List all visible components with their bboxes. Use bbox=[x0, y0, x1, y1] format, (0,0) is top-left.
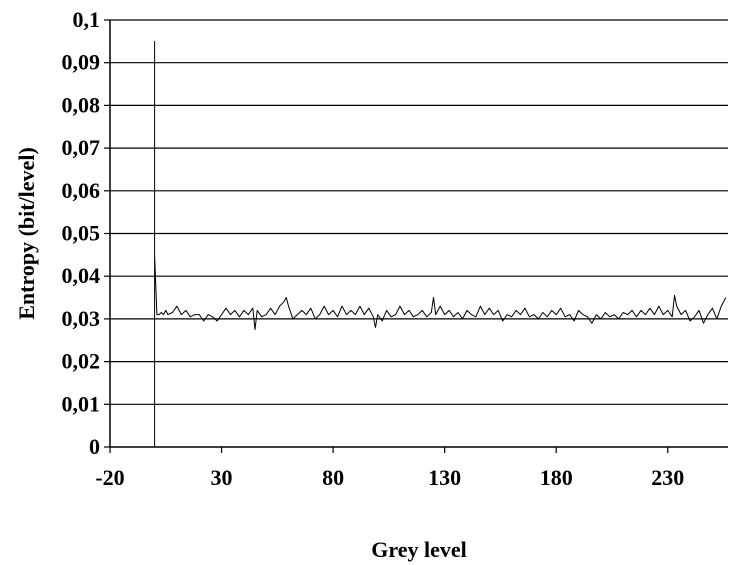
y-tick-labels: 0 0,01 0,02 0,03 0,04 0,05 0,06 0,07 0,08 0,09 0,1 bbox=[62, 7, 110, 459]
y-axis-title: Entropy (bit/level) bbox=[14, 147, 39, 320]
y-tick-label-1: 0,01 bbox=[62, 391, 101, 416]
y-tick-label-8: 0,08 bbox=[62, 92, 101, 117]
entropy-series-line-0 bbox=[154, 40, 727, 447]
x-tick-label-2: 80 bbox=[322, 465, 344, 490]
gridlines bbox=[110, 19, 728, 405]
y-tick-label-6: 0,06 bbox=[62, 178, 101, 203]
y-tick-label-5: 0,05 bbox=[62, 221, 101, 246]
x-tick-label-4: 180 bbox=[540, 465, 573, 490]
y-tick-label-0: 0 bbox=[89, 434, 100, 459]
x-tick-label-0: -20 bbox=[95, 465, 124, 490]
y-tick-label-10: 0,1 bbox=[73, 7, 101, 32]
x-tick-label-3: 130 bbox=[428, 465, 461, 490]
x-tick-labels: -20 30 80 130 180 230 bbox=[95, 447, 684, 490]
y-tick-label-2: 0,02 bbox=[62, 349, 101, 374]
x-tick-label-1: 30 bbox=[211, 465, 233, 490]
y-tick-label-9: 0,09 bbox=[62, 50, 101, 75]
x-axis-title: Grey level bbox=[371, 537, 467, 562]
x-tick-label-5: 230 bbox=[651, 465, 684, 490]
y-tick-label-4: 0,04 bbox=[62, 263, 101, 288]
series-group bbox=[154, 40, 727, 447]
y-tick-label-7: 0,07 bbox=[62, 135, 101, 160]
y-tick-label-3: 0,03 bbox=[62, 306, 101, 331]
